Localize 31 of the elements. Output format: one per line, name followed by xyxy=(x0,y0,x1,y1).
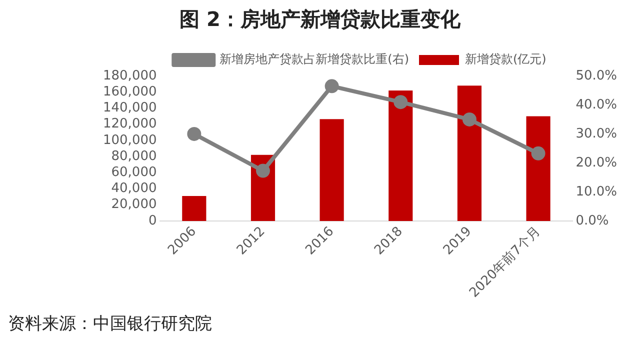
y-tick-label: 80,000 xyxy=(111,148,157,164)
y2-tick-label: 0.0% xyxy=(576,213,609,228)
text: 资料来源：中国银行研究院 xyxy=(8,313,212,335)
chart-title: 图 2：房地产新增贷款比重变化 xyxy=(178,6,462,33)
y2-tick-label: 30.0% xyxy=(576,126,618,142)
point xyxy=(324,79,339,94)
y-tick-label: 120,000 xyxy=(102,116,157,132)
y-tick-label: 180,000 xyxy=(102,68,157,84)
y-tick-label: 100,000 xyxy=(102,132,157,148)
y-tick-label: 160,000 xyxy=(102,84,157,100)
y-tick-label: 40,000 xyxy=(111,181,157,196)
y-tick-label: 20,000 xyxy=(111,197,157,212)
bar xyxy=(320,119,344,221)
point xyxy=(531,146,546,160)
y2-tick-label: 10.0% xyxy=(576,184,618,200)
y-tick-label: 60,000 xyxy=(111,165,157,180)
point xyxy=(394,95,408,110)
bar xyxy=(182,196,206,221)
legend-label: 新增房地产贷款占新增贷款比重(右) xyxy=(220,52,410,66)
point xyxy=(256,164,270,178)
bar xyxy=(388,90,413,221)
y2-tick-label: 40.0% xyxy=(576,97,618,112)
bar xyxy=(526,116,550,221)
point xyxy=(462,112,476,126)
point xyxy=(187,126,202,141)
y2-tick-label: 50.0% xyxy=(576,68,618,84)
y-tick-label: 0 xyxy=(148,213,157,228)
y-tick-label: 140,000 xyxy=(102,100,157,116)
bar xyxy=(457,86,482,221)
legend-label: 新增贷款(亿元) xyxy=(465,52,546,66)
y2-tick-label: 20.0% xyxy=(576,155,618,170)
